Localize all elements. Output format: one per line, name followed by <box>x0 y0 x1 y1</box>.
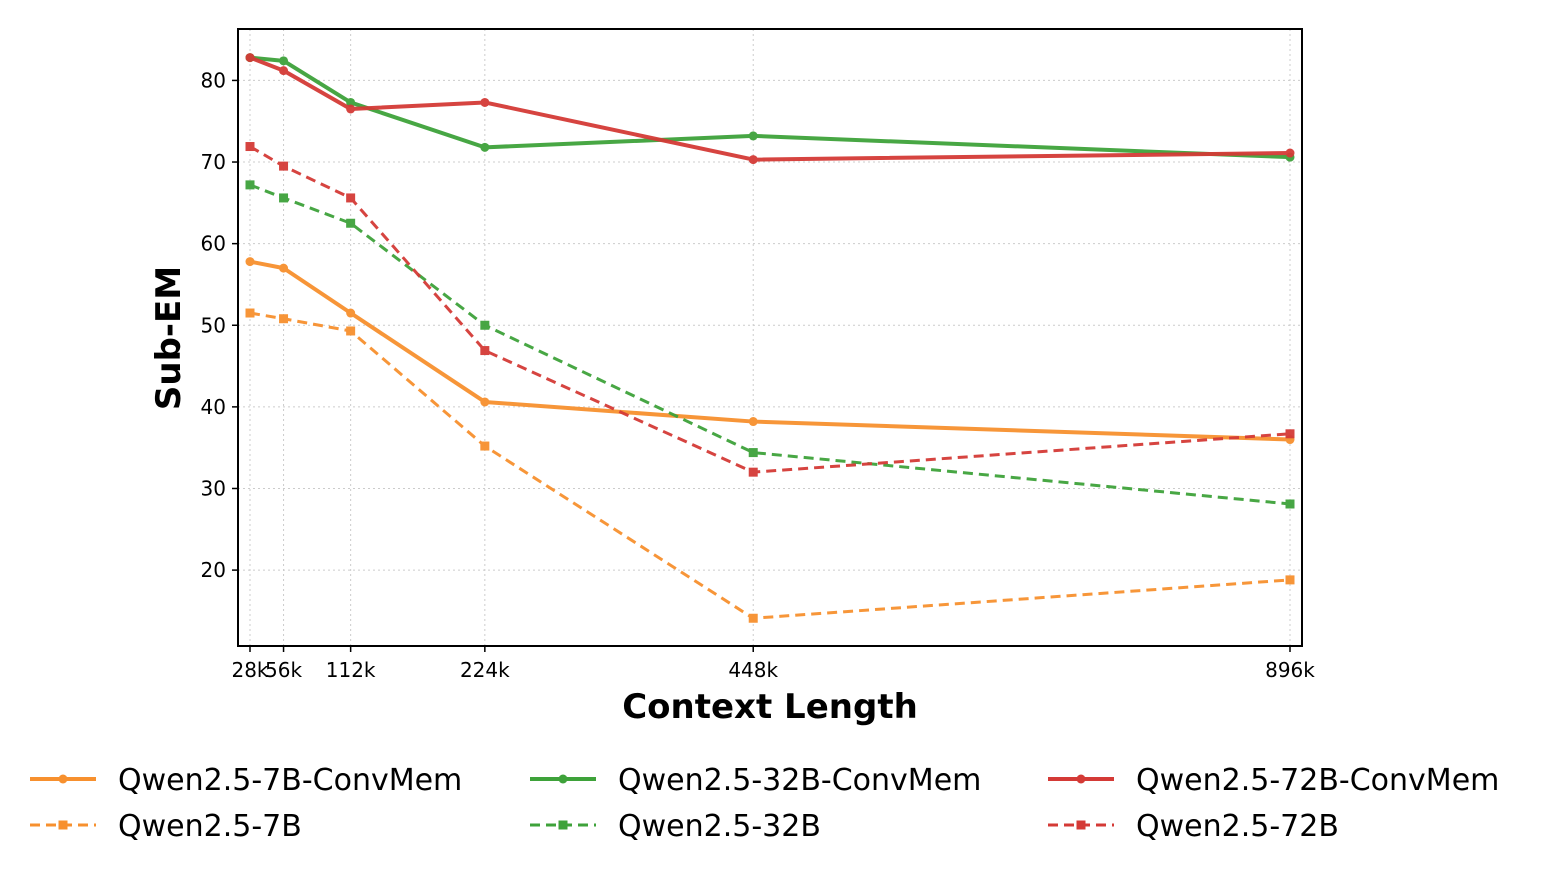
legend-label: Qwen2.5-32B <box>618 809 821 844</box>
y-tick-label: 20 <box>201 558 226 582</box>
legend-entry: Qwen2.5-72B <box>1048 809 1339 844</box>
data-point <box>346 326 356 336</box>
series-line <box>249 145 1291 474</box>
data-point <box>748 155 758 165</box>
data-point <box>480 142 490 152</box>
series-layer <box>245 53 1295 623</box>
x-axis-title: Context Length <box>622 687 918 727</box>
data-point <box>748 131 758 141</box>
legend-label: Qwen2.5-32B-ConvMem <box>618 763 981 798</box>
data-point <box>245 257 255 267</box>
y-tick-label: 70 <box>201 150 226 174</box>
y-tick-label: 80 <box>201 68 226 92</box>
data-point <box>748 448 758 458</box>
data-point <box>1285 575 1295 585</box>
data-point <box>245 180 255 190</box>
legend-marker <box>558 774 568 784</box>
grid-lines <box>238 29 1302 646</box>
legend-label: Qwen2.5-7B <box>118 809 302 844</box>
legend-label: Qwen2.5-7B-ConvMem <box>118 763 462 798</box>
x-tick-label: 448k <box>728 658 778 682</box>
data-point <box>346 193 356 203</box>
legend-label: Qwen2.5-72B <box>1136 809 1339 844</box>
data-point <box>480 397 490 407</box>
series-line <box>249 259 1291 442</box>
series-line <box>249 55 1291 162</box>
data-point <box>346 104 356 114</box>
legend-marker <box>1076 820 1086 830</box>
data-point <box>245 308 255 318</box>
data-point <box>279 56 289 66</box>
data-point <box>748 467 758 477</box>
series-qwen2-5-7b <box>245 308 1295 623</box>
data-point <box>1285 429 1295 439</box>
legend-marker <box>1076 774 1086 784</box>
series-qwen2-5-32b <box>245 180 1295 509</box>
legend-marker <box>58 774 68 784</box>
data-point <box>346 97 356 107</box>
legend-entry: Qwen2.5-7B <box>30 809 302 844</box>
x-tick-label: 112k <box>326 658 376 682</box>
series-qwen2-5-32b-convmem <box>245 53 1295 162</box>
data-point <box>480 97 490 107</box>
plot-frame <box>237 28 1303 647</box>
y-tick-label: 30 <box>201 476 226 500</box>
data-point <box>245 53 255 63</box>
data-point <box>346 308 356 318</box>
series-qwen2-5-72b <box>245 142 1295 477</box>
y-tick-label: 40 <box>201 395 226 419</box>
legend-entry: Qwen2.5-72B-ConvMem <box>1048 763 1499 798</box>
data-point <box>245 142 255 152</box>
data-point <box>1285 499 1295 509</box>
legend-marker <box>558 820 568 830</box>
series-qwen2-5-72b-convmem <box>245 53 1295 165</box>
legend-entry: Qwen2.5-7B-ConvMem <box>30 763 462 798</box>
data-point <box>279 161 289 171</box>
data-point <box>480 320 490 330</box>
y-axis-title: Sub-EM <box>149 266 189 410</box>
data-point <box>279 193 289 203</box>
data-point <box>279 314 289 324</box>
y-tick-label: 50 <box>201 313 226 337</box>
legend-label: Qwen2.5-72B-ConvMem <box>1136 763 1499 798</box>
data-point <box>279 263 289 273</box>
x-tick-label: 896k <box>1265 658 1315 682</box>
data-point <box>1285 148 1295 158</box>
data-point <box>279 66 289 76</box>
legend: Qwen2.5-7B-ConvMem Qwen2.5-7B Qwen2.5-32B-… <box>30 763 1499 844</box>
x-tick-label: 224k <box>460 658 510 682</box>
y-tick-label: 60 <box>201 232 226 256</box>
legend-entry: Qwen2.5-32B-ConvMem <box>530 763 981 798</box>
x-tick-label: 56k <box>265 658 302 682</box>
series-line <box>249 55 1291 160</box>
data-point <box>346 218 356 228</box>
series-line <box>249 183 1291 506</box>
data-point <box>480 441 490 451</box>
data-point <box>480 346 490 356</box>
legend-entry: Qwen2.5-32B <box>530 809 821 844</box>
legend-marker <box>58 820 68 830</box>
data-point <box>748 417 758 427</box>
series-qwen2-5-7b-convmem <box>245 257 1295 445</box>
data-point <box>748 613 758 623</box>
x-tick-label: 28k <box>231 658 268 682</box>
series-line <box>249 311 1291 620</box>
